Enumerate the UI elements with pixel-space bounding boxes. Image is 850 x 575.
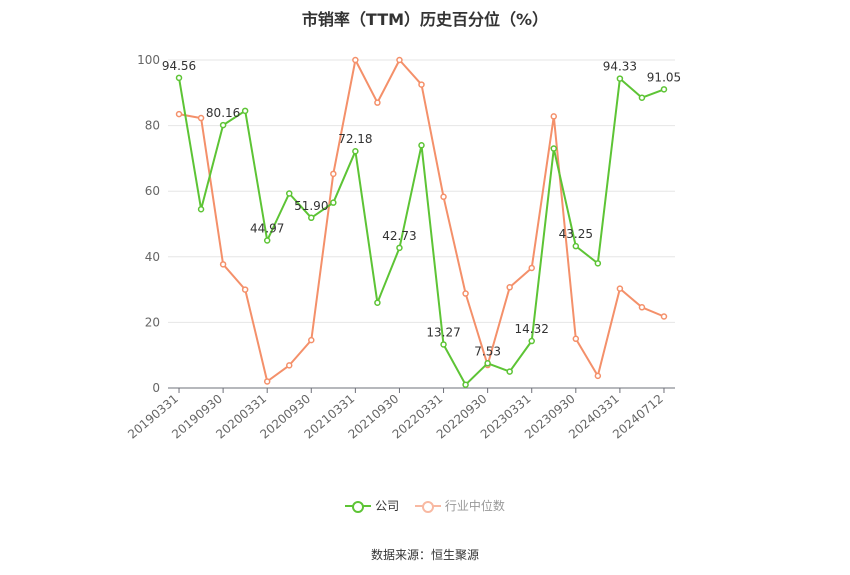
- legend: 公司 行业中位数: [0, 497, 850, 516]
- y-tick-label-100: 100: [137, 53, 160, 67]
- data-point-company-8: [352, 147, 359, 155]
- data-point-company-9: [374, 299, 381, 306]
- data-point-company-21: [638, 94, 646, 101]
- legend-label-company: 公司: [375, 499, 400, 513]
- data-point-industry-11: [418, 81, 425, 88]
- data-label-company-12: 13.27: [426, 325, 460, 339]
- data-point-company-1: [197, 205, 205, 213]
- legend-item-company[interactable]: 公司: [345, 497, 399, 514]
- data-point-company-6: [308, 214, 315, 222]
- source-note: 数据来源：恒生聚源: [370, 548, 479, 562]
- data-point-company-5: [285, 190, 293, 197]
- series-lines: [175, 56, 668, 388]
- data-point-industry-12: [440, 193, 447, 201]
- data-label-company-16: 14.32: [515, 322, 549, 336]
- data-point-industry-9: [374, 99, 381, 106]
- data-point-company-20: [616, 75, 624, 82]
- data-point-company-11: [418, 142, 425, 149]
- data-point-industry-8: [352, 56, 359, 64]
- data-point-industry-15: [506, 284, 513, 291]
- y-tick-label-80: 80: [145, 119, 160, 133]
- data-point-industry-2: [219, 261, 227, 268]
- legend-marker-company: [345, 499, 372, 513]
- data-point-company-12: [440, 341, 447, 348]
- y-tick-label-60: 60: [145, 184, 160, 198]
- data-point-company-2: [219, 121, 227, 129]
- data-labels: 94.56 80.16 44.97 51.90 72.18 42.73 13.27 7.53 1…: [162, 59, 681, 358]
- data-point-company-7: [330, 199, 337, 206]
- legend-item-industry[interactable]: 行业中位数: [414, 497, 505, 514]
- data-point-company-16: [528, 337, 535, 345]
- data-point-industry-3: [241, 286, 249, 293]
- legend-marker-industry: [414, 499, 441, 513]
- data-label-company-2: 80.16: [206, 106, 240, 120]
- data-point-company-17: [550, 145, 558, 152]
- data-point-company-22: [660, 86, 668, 93]
- data-label-company-6: 51.90: [294, 199, 328, 213]
- data-point-company-10: [396, 244, 403, 252]
- data-label-company-22: 91.05: [647, 70, 681, 84]
- data-point-company-0: [175, 74, 183, 82]
- data-point-industry-6: [308, 336, 315, 344]
- legend-label-industry: 行业中位数: [444, 499, 505, 513]
- data-point-industry-4: [263, 378, 271, 385]
- data-point-industry-1: [197, 114, 205, 122]
- data-point-industry-19: [594, 372, 602, 380]
- data-label-company-18: 43.25: [559, 227, 593, 241]
- data-point-company-4: [263, 237, 271, 244]
- data-label-company-20: 94.33: [603, 60, 637, 74]
- data-label-company-4: 44.97: [250, 221, 284, 235]
- data-point-industry-21: [638, 304, 646, 311]
- grid-lines: [168, 59, 675, 323]
- data-point-industry-10: [396, 56, 403, 64]
- data-point-company-3: [241, 107, 249, 115]
- data-point-industry-17: [550, 113, 558, 120]
- data-label-company-0: 94.56: [162, 59, 196, 73]
- y-tick-label-20: 20: [145, 315, 160, 329]
- data-point-industry-22: [660, 313, 668, 320]
- data-point-industry-5: [285, 362, 293, 369]
- data-point-company-18: [572, 242, 580, 250]
- data-point-company-14: [484, 360, 491, 367]
- y-tick-label-40: 40: [145, 250, 160, 264]
- data-label-company-10: 42.73: [382, 229, 416, 243]
- data-label-company-8: 72.18: [338, 132, 372, 146]
- data-point-company-19: [594, 260, 602, 267]
- data-point-industry-0: [175, 110, 183, 118]
- data-point-industry-18: [572, 335, 580, 343]
- data-point-industry-16: [528, 264, 535, 272]
- data-label-company-14: 7.53: [474, 344, 501, 358]
- chart-title: 市销率（TTM）历史百分位（%）: [301, 10, 549, 29]
- data-point-industry-20: [616, 285, 624, 292]
- data-point-industry-13: [462, 290, 469, 297]
- y-tick-label-0: 0: [152, 381, 160, 395]
- data-point-company-13: [462, 381, 469, 388]
- data-point-company-15: [506, 368, 513, 375]
- data-point-industry-7: [330, 170, 337, 178]
